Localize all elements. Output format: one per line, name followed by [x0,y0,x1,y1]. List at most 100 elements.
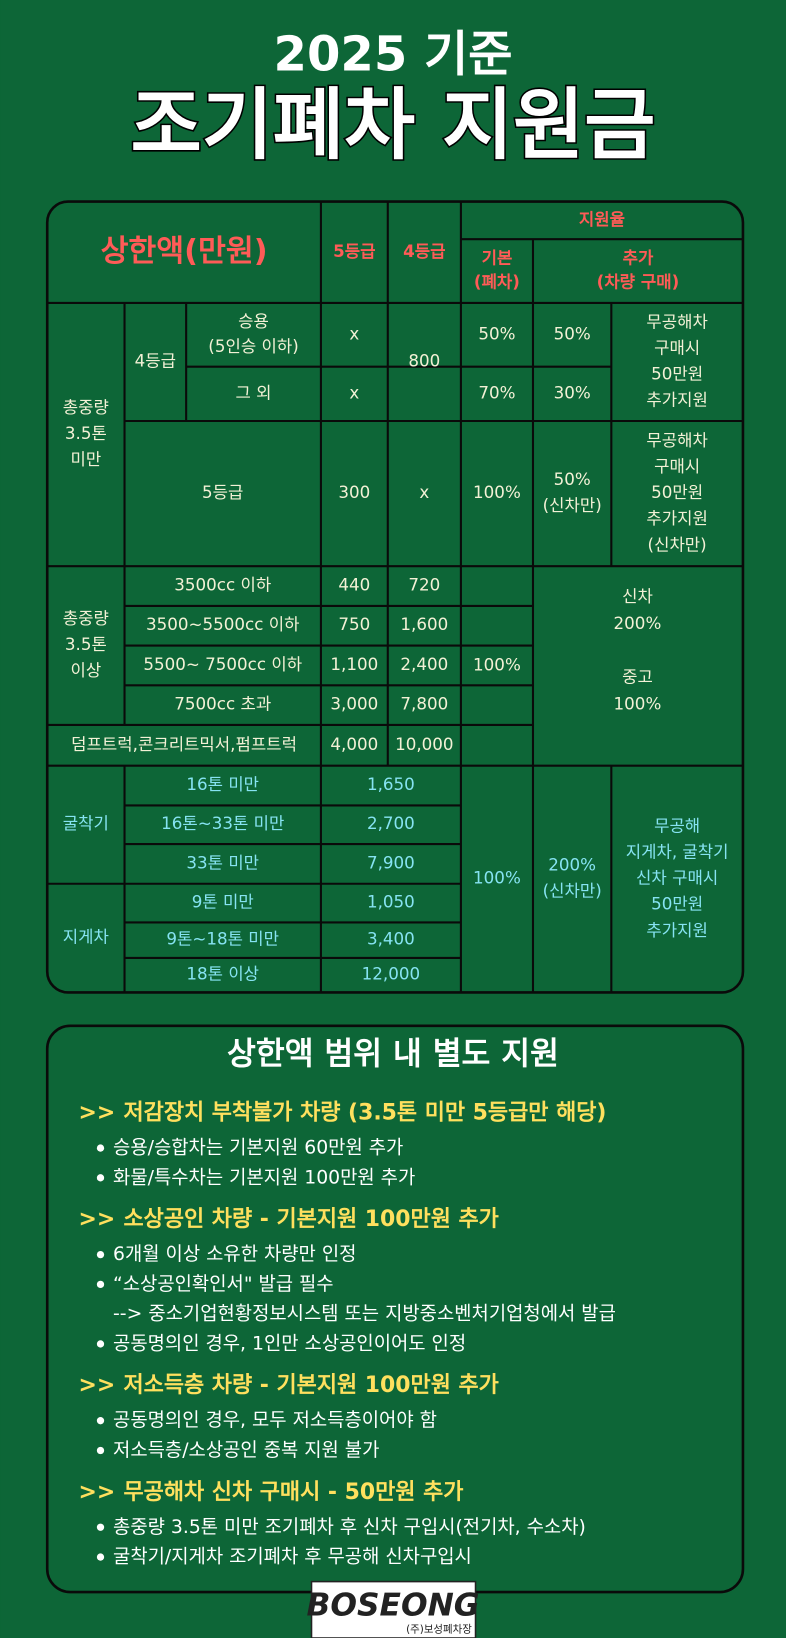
cell-text: (신차만) [648,534,707,554]
section-heading: 저소득층 차량 - 기본지원 100만원 추가 [123,1373,498,1398]
cell-text: 중고 [622,666,653,686]
cell-text: 10,000 [395,734,453,754]
cell-text: x [349,382,359,402]
cell-text: 3500~5500cc 이하 [146,614,299,634]
cell-text: 지원율 [579,209,625,229]
cell-text: 구매시 [654,456,700,476]
cell-text: 3.5톤 [65,423,107,443]
bullet-text: “소상공인확인서" 발급 필수 [113,1273,334,1295]
cell-text: 지게차 [63,927,109,947]
section-heading: 무공해차 신차 구매시 - 50만원 추가 [123,1480,463,1505]
cell-text: 추가 [623,248,654,268]
cell-text: 50만원 [651,894,703,914]
cell-text: (신차만) [543,495,602,515]
bullet-text: 총중량 3.5톤 미만 조기폐차 후 신차 구입시(전기차, 수소차) [113,1516,586,1538]
subtitle: 2025 기준 [274,26,513,82]
cell-text: 50% [554,469,591,489]
cell-text: (5인승 이하) [208,336,298,356]
cell-text: 덤프트럭,콘크리트믹서,펌프트럭 [71,734,297,754]
bullet [96,1144,105,1152]
cell-text: 무공해차 [646,430,707,450]
cell-text: 추가지원 [646,508,707,528]
cell-text: 2,400 [400,654,448,674]
cell-text: 50만원 [651,482,703,502]
cell-text: 200% [548,855,596,875]
cell-text: 18톤 이상 [186,964,259,984]
logo-box [310,1580,477,1638]
cell-text: 무공해 [654,815,700,835]
cell-text: 3500cc 이하 [174,575,271,595]
cell-text: 7500cc 초과 [174,694,271,714]
cell-text: 720 [408,575,440,595]
cell-text: 추가지원 [646,920,707,940]
bullet-text: 6개월 이상 소유한 차량만 인정 [113,1243,356,1265]
cell-text: 승용 [238,311,269,331]
cell-text: 70% [478,382,515,402]
bullet-text: --> 중소기업현황정보시스템 또는 지방중소벤처기업청에서 발급 [113,1303,616,1325]
cell-text: 33톤 미만 [186,852,259,872]
cell-text: 5등급 [202,482,243,502]
cell-text: (신차만) [543,881,602,901]
cell-text: 3,000 [330,694,378,714]
cell-text: 1,600 [400,614,448,634]
cell-text: x [419,482,429,502]
cell-text: 100% [473,868,521,888]
bullet [96,1174,105,1182]
cell-text: 30% [554,382,591,402]
cell-text: 9톤 미만 [192,892,254,912]
bullet [96,1553,105,1561]
cell-text: (차량 구매) [597,272,680,292]
cell-text: 이상 [71,660,102,680]
logo-name: BOSEONG [306,1588,479,1624]
cell-text: 총중량 [63,397,109,417]
cell-text: 1,100 [330,654,378,674]
bullet-text: 화물/특수차는 기본지원 100만원 추가 [113,1166,415,1188]
bullet-text: 승용/승합차는 기본지원 60만원 추가 [113,1137,403,1159]
bullet-text: 공동명의인 경우, 모두 저소득층이어야 함 [113,1409,437,1431]
section-heading: 저감장치 부착불가 차량 (3.5톤 미만 5등급만 해당) [123,1101,606,1126]
cell-text: 구매시 [654,337,700,357]
table-border [45,200,745,994]
cell-text: 4등급 [135,350,176,370]
cell-text: 750 [338,614,370,634]
cell-text: 무공해차 [646,311,707,331]
bullet [96,1280,105,1289]
cell-text: 200% [614,613,662,633]
cell-text: (폐차) [474,272,520,292]
marker: >> [79,1207,116,1232]
cell-text: 100% [614,694,662,714]
cell-text: 굴착기 [63,813,109,833]
cell-text: 100% [473,482,521,502]
cell-text: 2,700 [367,813,415,833]
cell-text: 1,650 [367,774,415,794]
cell-text: 1,050 [367,892,415,912]
head-limit: 상한액(만원) [101,234,268,269]
cell-text: 16톤 미만 [186,774,259,794]
cell-text: 12,000 [362,964,420,984]
cell-text: 기본 [482,248,513,268]
cell-text: 7,900 [367,852,415,872]
bullet-text: 저소득층/소상공인 중복 지원 불가 [113,1439,379,1461]
bullet [96,1250,105,1259]
logo-company: (주)보성폐차장 [406,1624,472,1636]
support-title: 상한액 범위 내 별도 지원 [227,1036,559,1072]
cell-text: 신차 구매시 [636,868,718,888]
cell-text: 50% [478,323,515,343]
title: 조기폐차 지원금 [131,81,656,171]
cell-text: 4,000 [330,734,378,754]
cell-text: 4등급 [403,241,445,261]
cell-text: 100% [473,654,521,674]
cell-text: 그 외 [236,382,272,402]
marker: >> [79,1480,116,1505]
cell-text: 50% [554,323,591,343]
cell-text: 미만 [71,449,102,469]
bullet-text: 굴착기/지게차 조기폐차 후 무공해 신차구입시 [113,1546,472,1568]
cell-text: 추가지원 [646,390,707,410]
cell-text: 50만원 [651,364,703,384]
cell-text: 3.5톤 [65,634,107,654]
bullet [96,1523,105,1531]
cell-text: 5500~ 7500cc 이하 [143,654,302,674]
